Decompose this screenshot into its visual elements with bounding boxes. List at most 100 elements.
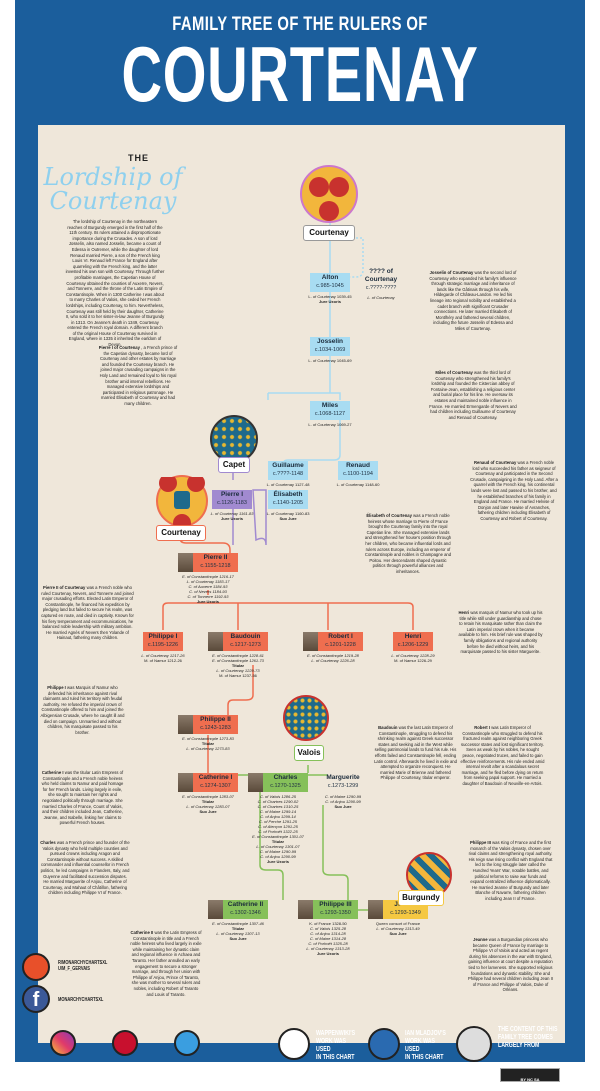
title-line: E. of Constantinople 1283-07 (182, 794, 234, 799)
chart-panel: THE Lordship of Courtenay The lordship o… (22, 125, 565, 1043)
title-line: L. of Courtenay 1228-29 (391, 653, 435, 658)
bio-renaud: Renaud of Courtenay was a French noble l… (470, 460, 558, 522)
person-name: Philippe II (200, 716, 231, 723)
person-dates: c.1034-1069 (314, 347, 346, 353)
bio-text: was the last Latin Emperor of Constantin… (374, 725, 457, 781)
reddit-user[interactable]: U/M_F_GERVAIS (58, 966, 90, 972)
person-marguerite: Marguerite c.1273-1299 (318, 773, 368, 792)
person-philippe1: Philippe I c.1195-1226 (143, 632, 183, 651)
valois-arms-icon (283, 695, 329, 741)
person-dates: c.1217-1273 (230, 642, 261, 648)
title-line: E. of Constantinople 1273-83 (182, 736, 234, 741)
person-dates: c.1273-1299 (327, 783, 359, 789)
title-line: Jure Uxoris (316, 951, 339, 956)
reddit-handle[interactable]: R/MONARCHYCHARTSXL U/M_F_GERVAIS (58, 960, 107, 972)
title-line: E. of Constantinople 1228-61 (212, 653, 264, 658)
person-name: Pierre I (220, 491, 244, 498)
title-line: C. of Perche 1291-25 (258, 819, 298, 824)
title-line: C. of Auxerre 1184-93 (188, 584, 228, 589)
person-name: Pierre II (203, 554, 228, 561)
person-robert1: Robert I c.1201-1228 (303, 632, 363, 651)
person-pierre2: Pierre II c.1155-1218 (178, 553, 238, 572)
title-line: L. of Courtenay 1313-49 (376, 926, 420, 931)
mladjov-credit: IAN MLADJOV'S WORK WAS USED IN THIS CHART (405, 1030, 450, 1062)
person-dates: c.1155-1218 (200, 563, 231, 569)
bio-text: was Marquis of Namur who defended his in… (40, 685, 125, 735)
house-label-courtenay-capet: Courtenay (156, 525, 206, 541)
bio-name: Catherine II (130, 930, 154, 935)
line-charles-children (259, 785, 349, 900)
person-dates: c.1302-1346 (230, 910, 261, 916)
facebook-icon[interactable]: f (22, 985, 50, 1013)
title-line: Titular (231, 926, 245, 931)
person-titles: L. of Courtenay 1160-83 Suo Jure (253, 511, 323, 521)
pinterest-icon[interactable] (112, 1030, 138, 1056)
title-line: L. of Courtenay 1229-73 (216, 668, 260, 673)
bio-name: Miles of Courtenay (435, 370, 473, 375)
person-titles: E. of Constantinople 1283-07 Titular L. of… (163, 794, 253, 814)
person-titles: L. of Courtenay 1039-45 Jure Uxoris (295, 294, 365, 304)
wappenwiki-icon (278, 1028, 310, 1060)
title-line: C. of Porhoët 1325-28 (308, 941, 348, 946)
intro-title-line1: Lordship of (43, 163, 183, 191)
made-by: MADE BY FRANCOIS GERVAIS (263, 1065, 337, 1071)
facebook-handle[interactable]: MONARCHYCHARTSXL (58, 997, 104, 1003)
bio-name: Élisabeth of Courtenay (366, 513, 412, 518)
bio-text: , a French prince of the Capetian dynast… (99, 345, 178, 406)
person-dates: c.1274-1307 (200, 783, 231, 789)
bio-philippe1: Philippe I was Marquis of Namur who defe… (40, 685, 125, 735)
reddit-sub[interactable]: R/MONARCHYCHARTSXL (58, 960, 108, 966)
intro-text: The lordship of Courtenay in the northea… (65, 219, 165, 348)
person-dates: c.1293-1349 (390, 910, 421, 916)
instagram-handle[interactable]: MONARCHYCHARTSXL (34, 1064, 92, 1070)
title-line: C. of Porhoët 1322-25 (258, 829, 298, 834)
cc-license-badge[interactable]: BY NC SA (500, 1068, 560, 1082)
person-titles: E. of Constantinople 1228-61 E. of Consta… (193, 653, 283, 678)
person-dates: c.1140-1205 (272, 500, 304, 506)
person-name: Catherine II (227, 901, 264, 908)
title-line: Titular (231, 663, 245, 668)
person-dates: c.1243-1283 (200, 725, 231, 731)
title-line: Suo Jure (229, 936, 247, 941)
title-line: Titular (201, 741, 215, 746)
person-philippe3: Philippe III c.1293-1350 (298, 900, 358, 919)
instagram-icon[interactable] (50, 1030, 76, 1056)
person-dates: c.1293-1350 (320, 910, 351, 916)
title-line: Jure Uxoris (220, 516, 243, 521)
website-link[interactable]: WWW. MONARCHYCHARTS.COM (157, 1064, 221, 1076)
title-line: Queen consort of France (375, 921, 421, 926)
title-line: C. of Alençon 1291-25 (258, 824, 298, 829)
house-label-courtenay: Courtenay (303, 225, 355, 241)
bio-pierre2: Pierre II of Courtenay was a French nobl… (40, 585, 135, 641)
bio-name: Catherine I (41, 770, 64, 775)
website-icon[interactable] (174, 1030, 200, 1056)
title-line: Titular (271, 839, 285, 844)
house-label-valois: Valois (294, 745, 324, 761)
bio-text: was Latin Emperor of Constantinople who … (460, 725, 545, 786)
person-dates: c.1270-1325 (270, 783, 301, 789)
bio-name: Philippe I (47, 685, 66, 690)
person-charles: Charles c.1270-1325 (248, 773, 308, 792)
person-josselin: Josselin c.1034-1069 (310, 337, 350, 356)
person-alton: Alton c.985-1045 (310, 273, 350, 292)
wappenwiki-text2: IN THIS CHART (316, 1054, 355, 1061)
bio-text: was King of France and the first monarch… (468, 840, 553, 901)
bio-charles: Charles was a French prince and founder … (40, 840, 130, 896)
intro-the: THE (128, 153, 149, 163)
portrait-icon (248, 773, 263, 792)
portrait-icon (178, 773, 193, 792)
bio-text: was the second lord of Courtenay who exp… (429, 270, 517, 331)
bio-name: Pierre I of Courtenay (98, 345, 140, 350)
portrait-icon (178, 715, 193, 734)
header-subtitle: FAMILY TREE OF THE RULERS OF (172, 14, 428, 35)
person-name: Renaud (346, 462, 370, 469)
intro-title: Lordship of Courtenay (38, 165, 188, 213)
line-pierre2-children (162, 590, 414, 630)
bio-text: was the titular Latin Empress of Constan… (41, 770, 124, 826)
pinterest-handle[interactable]: MONARCHYCHARTSXL @M_F_GERVAIS (96, 1064, 154, 1076)
reddit-icon[interactable] (22, 953, 50, 981)
person-catherine2: Catherine II c.1302-1346 (208, 900, 268, 919)
title-line: C. of Tonnerre 1192-93 (187, 594, 229, 599)
bio-name: Henri (458, 610, 470, 615)
title-line: L. of Courtenay 1069-27 (308, 422, 352, 427)
